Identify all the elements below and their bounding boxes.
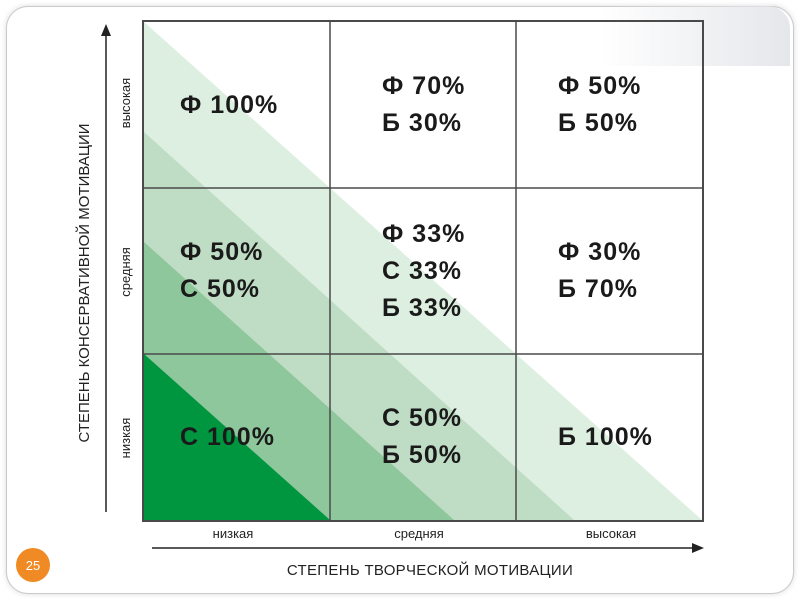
cell-text: Ф 70% [382, 72, 466, 100]
cell-low-low: С 100% [144, 354, 330, 520]
cell-high-high: Ф 50% Б 50% [516, 22, 702, 188]
y-tick-low: низкая [118, 417, 133, 459]
cell-text: С 50% [180, 275, 261, 303]
cell-low-high: Б 100% [516, 354, 702, 520]
y-axis-title: СТЕПЕНЬ КОНСЕРВАТИВНОЙ МОТИВАЦИИ [76, 123, 93, 443]
matrix-background [144, 22, 702, 520]
x-tick-high: высокая [585, 526, 637, 541]
cell-high-mid: Ф 70% Б 30% [330, 22, 516, 188]
cell-mid-low: Ф 50% С 50% [144, 188, 330, 354]
slide-corner-accent [600, 6, 790, 66]
cell-text: Б 100% [558, 422, 653, 451]
motivation-matrix: Ф 100% Ф 70% Б 30% Ф 50% Б 50% Ф 50% С 5… [142, 20, 704, 522]
cell-text: Б 50% [558, 109, 638, 137]
cell-text: С 100% [180, 422, 275, 451]
cell-text: С 50% [382, 404, 463, 432]
cell-text: Б 70% [558, 275, 638, 303]
y-tick-high: высокая [118, 77, 133, 129]
cell-text: Ф 33% [382, 219, 466, 248]
cell-mid-mid: Ф 33% С 33% Б 33% [330, 188, 516, 354]
cell-text: Ф 30% [558, 238, 642, 266]
cell-mid-high: Ф 30% Б 70% [516, 188, 702, 354]
cell-low-mid: С 50% Б 50% [330, 354, 516, 520]
cell-high-low: Ф 100% [144, 22, 330, 188]
cell-text: Ф 50% [180, 238, 264, 266]
cell-text: Б 30% [382, 109, 462, 137]
cell-text: С 33% [382, 256, 463, 285]
cell-text: Ф 50% [558, 72, 642, 100]
x-tick-mid: средняя [394, 526, 444, 541]
band-dark [144, 354, 330, 520]
x-tick-low: низкая [212, 526, 254, 541]
page-number-badge: 25 [16, 548, 50, 582]
cell-text: Б 50% [382, 441, 462, 469]
y-tick-mid: средняя [118, 247, 133, 297]
cell-text: Б 33% [382, 293, 462, 322]
x-axis-title: СТЕПЕНЬ ТВОРЧЕСКОЙ МОТИВАЦИИ [286, 562, 574, 579]
cell-text: Ф 100% [180, 90, 279, 119]
